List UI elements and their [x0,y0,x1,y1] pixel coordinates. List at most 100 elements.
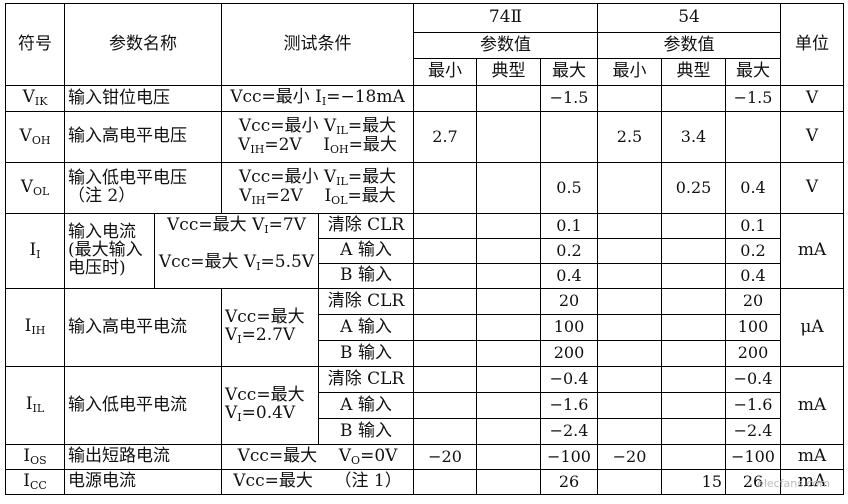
value-b-max: 0.2 [725,238,782,264]
table-row: IIL 输入低电平电流 Vcc=最大 VI=0.4V 清除 CLR −0.4 −0… [5,366,845,445]
value-a-max: −0.4 [539,366,599,393]
param-name: 电源电流 [64,469,222,495]
symbol-cell: IIL [5,366,65,445]
value-b-max: −100 [725,444,782,470]
value-a-max: 0.2 [539,238,599,264]
value-a-max: −100 [539,444,599,470]
sub-condition: A 输入 [318,238,414,264]
param-name: 输出短路电流 [64,444,222,470]
header-values-a: 参数值 [412,32,599,59]
value-b-max: 0.1 [725,213,782,239]
sub-condition: B 输入 [318,418,414,445]
value-a-min: 2.7 [413,111,477,163]
sub-condition: 清除 CLR [318,366,414,393]
header-symbol: 符号 [5,3,65,86]
value-a-max: 0.5 [539,162,599,214]
value-a-max: 200 [539,340,599,367]
value-a-max: 0.1 [539,213,599,239]
table-row: VOL 输入低电平电压 （注 2） Vcc=最小 VIL=最大 VIH=2V IO… [5,162,845,214]
condition: Vcc=最大 VI=2.7V [221,288,319,367]
value-b-max: 0.4 [725,162,782,214]
sub-condition: A 输入 [318,314,414,341]
value-b-max: 0.4 [725,263,782,289]
table-row: IIH 输入高电平电流 Vcc=最大 VI=2.7V 清除 CLR 20 20 μ… [5,288,845,367]
value-b-max: −0.4 [725,366,782,393]
condition: Vcc=最大 （注 1） [221,469,414,495]
header-series-54: 54 [597,3,782,33]
value-a-max: 20 [539,288,599,315]
header-max-b: 最大 [725,58,782,86]
table-row: B 输入 0.4 0.4 [6,263,844,289]
value-b-max: 20 [725,288,782,315]
table-row: VOH 输入高电平电压 Vcc=最小 VIL=最大 VIH=2V IOH=最大 … [5,111,845,163]
unit: μA [780,288,845,367]
table-row: A 输入 100 100 [6,314,844,341]
header-condition: 测试条件 [221,3,414,86]
value-b-max: 26 [725,469,782,495]
sub-condition: 清除 CLR [318,288,414,315]
sub-condition: B 输入 [318,263,414,289]
symbol-cell: IIH [5,288,65,367]
table-row: A 输入 −1.6 −1.6 [6,392,844,419]
value-a-max: −1.6 [539,392,599,419]
unit: V [780,162,845,214]
header-param-name: 参数名称 [64,3,222,86]
param-name: 输入低电平电压 （注 2） [64,162,222,214]
header-unit: 单位 [780,3,845,86]
param-name: 输入电流 (最大输入 电压时) [64,213,155,289]
value-b-max: −1.6 [725,392,782,419]
unit: mA [780,469,845,495]
sub-condition: B 输入 [318,340,414,367]
value-b-max: 100 [725,314,782,341]
table-row: Vcc=最大 VI=5.5V A 输入 0.2 0.2 [6,238,844,289]
condition: Vcc=最大 VI=7V [154,213,319,239]
symbol-cell: VOH [5,111,65,163]
value-b-typ: 3.4 [661,111,727,163]
value-b-max: −2.4 [725,418,782,445]
value-b-typ: 0.25 [661,162,727,214]
condition: Vcc=最大 VO=0V [221,444,414,470]
value-a-min: −20 [413,444,477,470]
header-typ-b: 典型 [661,58,727,86]
value-a-max: −1.5 [539,85,599,112]
symbol-cell: IOS [5,444,65,470]
table-row: IOS 输出短路电流 Vcc=最大 VO=0V −20 −100 −20 −10… [5,444,845,470]
condition: Vcc=最小 VIL=最大 VIH=2V IOL=最大 [221,162,414,214]
value-a-max: −2.4 [539,418,599,445]
header-min-a: 最小 [413,58,477,86]
value-b-typ: 15 [661,469,727,495]
symbol-cell: ICC [5,469,65,495]
param-name: 输入高电平电流 [64,288,222,367]
sub-condition: A 输入 [318,392,414,419]
header-series-74: 74Ⅱ [412,3,599,33]
header-max-a: 最大 [539,58,599,86]
header-values-b: 参数值 [597,32,782,59]
condition: Vcc=最小 II=−18mA [221,85,414,112]
value-b-max: −1.5 [725,85,782,112]
unit: V [780,85,845,112]
sub-condition: 清除 CLR [318,213,414,239]
value-a-max: 100 [539,314,599,341]
unit: V [780,111,845,163]
table-row: ICC 电源电流 Vcc=最大 （注 1） 26 15 26 mA [5,469,845,495]
value-b-min: −20 [597,444,663,470]
value-a-max: 0.4 [539,263,599,289]
unit: mA [780,213,845,289]
table-row: B 输入 −2.4 −2.4 [6,418,844,445]
unit: mA [780,444,845,470]
value-b-min: 2.5 [597,111,663,163]
value-a-max: 26 [539,469,599,495]
header-typ-a: 典型 [476,58,541,86]
condition: Vcc=最小 VIL=最大 VIH=2V IOH=最大 [221,111,414,163]
header-min-b: 最小 [597,58,663,86]
condition: Vcc=最大 VI=0.4V [221,366,319,445]
value-b-max: 200 [725,340,782,367]
watermark: elecfans.com [757,477,830,490]
symbol-cell: II [5,213,65,289]
condition: Vcc=最大 VI=5.5V [154,238,319,289]
table-row: II 输入电流 (最大输入 电压时) Vcc=最大 VI=7V 清除 CLR 0.1… [5,213,845,289]
param-name: 输入钳位电压 [64,85,222,112]
unit: mA [780,366,845,445]
table-row: B 输入 200 200 [6,340,844,367]
table-row: VIK 输入钳位电压 Vcc=最小 II=−18mA −1.5 −1.5 V [5,85,845,112]
